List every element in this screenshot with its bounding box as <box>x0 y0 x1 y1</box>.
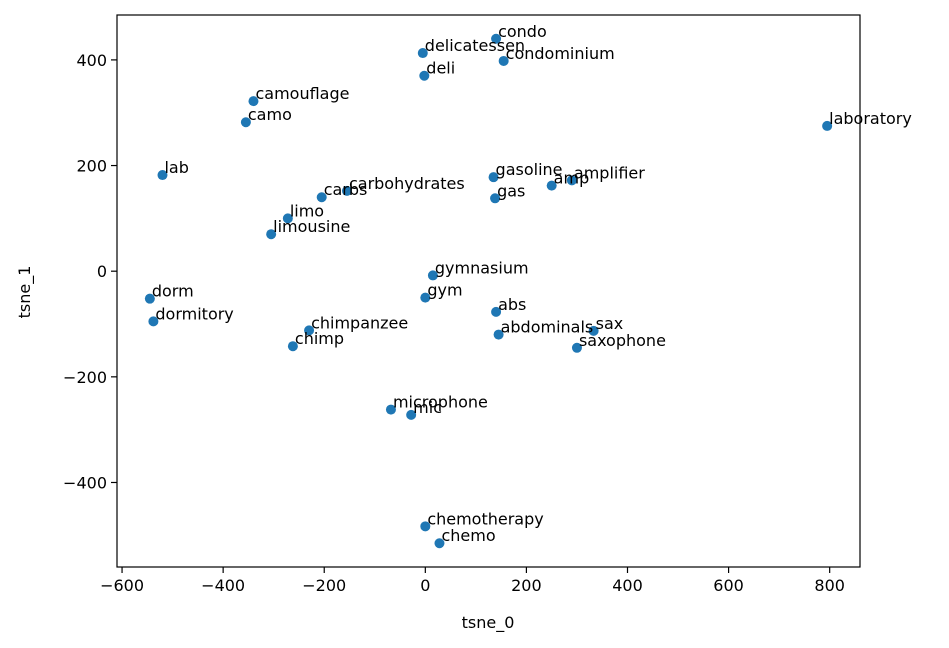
data-point <box>266 229 277 240</box>
axis-ticks: −600 −400 −200 0 200 400 600 800 −400 −200 0 200 400 <box>63 51 845 595</box>
data-point <box>385 404 396 415</box>
data-point <box>434 538 445 549</box>
data-point <box>488 172 499 183</box>
point-label: condominium <box>506 44 615 63</box>
data-point <box>491 306 502 317</box>
point-label: camouflage <box>255 84 349 103</box>
data-point <box>498 55 509 66</box>
data-point <box>546 180 557 191</box>
data-point <box>571 342 582 353</box>
data-point <box>493 329 504 340</box>
data-point <box>316 192 327 203</box>
data-point <box>490 193 501 204</box>
data-point <box>144 293 155 304</box>
point-label: carbohydrates <box>349 174 465 193</box>
point-label: chemotherapy <box>427 509 543 528</box>
point-label: camo <box>248 105 292 124</box>
x-tick-label: −400 <box>201 576 245 595</box>
point-label: abs <box>498 295 526 314</box>
data-point <box>341 185 352 196</box>
plot-frame <box>116 14 861 568</box>
x-tick-label: 600 <box>713 576 744 595</box>
point-label: limousine <box>273 217 350 236</box>
data-point <box>427 270 438 281</box>
data-point <box>282 213 293 224</box>
x-axis-label: tsne_0 <box>462 613 515 633</box>
point-label: limo <box>290 201 324 220</box>
point-label: amp <box>554 169 590 188</box>
point-label: lab <box>164 158 188 177</box>
point-label: abdominals <box>501 318 594 337</box>
x-tick-label: −600 <box>100 576 144 595</box>
point-label: mic <box>413 398 442 417</box>
data-point <box>491 33 502 44</box>
data-point <box>157 170 168 181</box>
data-point <box>417 48 428 59</box>
data-point <box>588 325 599 336</box>
x-tick-label: 400 <box>612 576 643 595</box>
point-label: dorm <box>152 282 194 301</box>
point-label: gym <box>427 281 462 300</box>
point-label: laboratory <box>829 109 912 128</box>
data-point <box>420 521 431 532</box>
x-tick-label: 200 <box>511 576 542 595</box>
point-label: saxophone <box>579 331 666 350</box>
x-tick-label: 0 <box>420 576 430 595</box>
data-point <box>304 325 315 336</box>
point-label: gasoline <box>496 160 563 179</box>
data-points <box>144 33 833 549</box>
point-label: amplifier <box>574 163 645 182</box>
y-tick-label: 200 <box>76 157 107 176</box>
x-tick-label: 800 <box>814 576 845 595</box>
data-point <box>240 117 251 128</box>
point-label: microphone <box>393 393 488 412</box>
data-point <box>406 409 417 420</box>
point-label: chimp <box>295 329 344 348</box>
data-point <box>148 316 159 327</box>
point-label: sax <box>596 314 624 333</box>
data-point <box>287 341 298 352</box>
data-point <box>822 120 833 131</box>
data-point <box>248 96 259 107</box>
data-point <box>566 175 577 186</box>
point-label: chimpanzee <box>311 313 408 332</box>
y-tick-label: 400 <box>76 51 107 70</box>
point-label: carbs <box>324 180 368 199</box>
y-tick-label: 0 <box>97 262 107 281</box>
point-label: gymnasium <box>435 258 529 277</box>
data-point <box>420 292 431 303</box>
y-tick-label: −200 <box>63 368 107 387</box>
point-label: condo <box>498 22 547 41</box>
data-point <box>419 70 430 81</box>
point-label: chemo <box>441 526 495 545</box>
x-tick-label: −200 <box>302 576 346 595</box>
point-label: gas <box>497 181 525 200</box>
point-label: dormitory <box>155 304 233 323</box>
point-label: deli <box>426 59 455 78</box>
y-tick-label: −400 <box>63 473 107 492</box>
point-label: delicatessen <box>425 36 525 55</box>
y-axis-label: tsne_1 <box>15 266 35 319</box>
